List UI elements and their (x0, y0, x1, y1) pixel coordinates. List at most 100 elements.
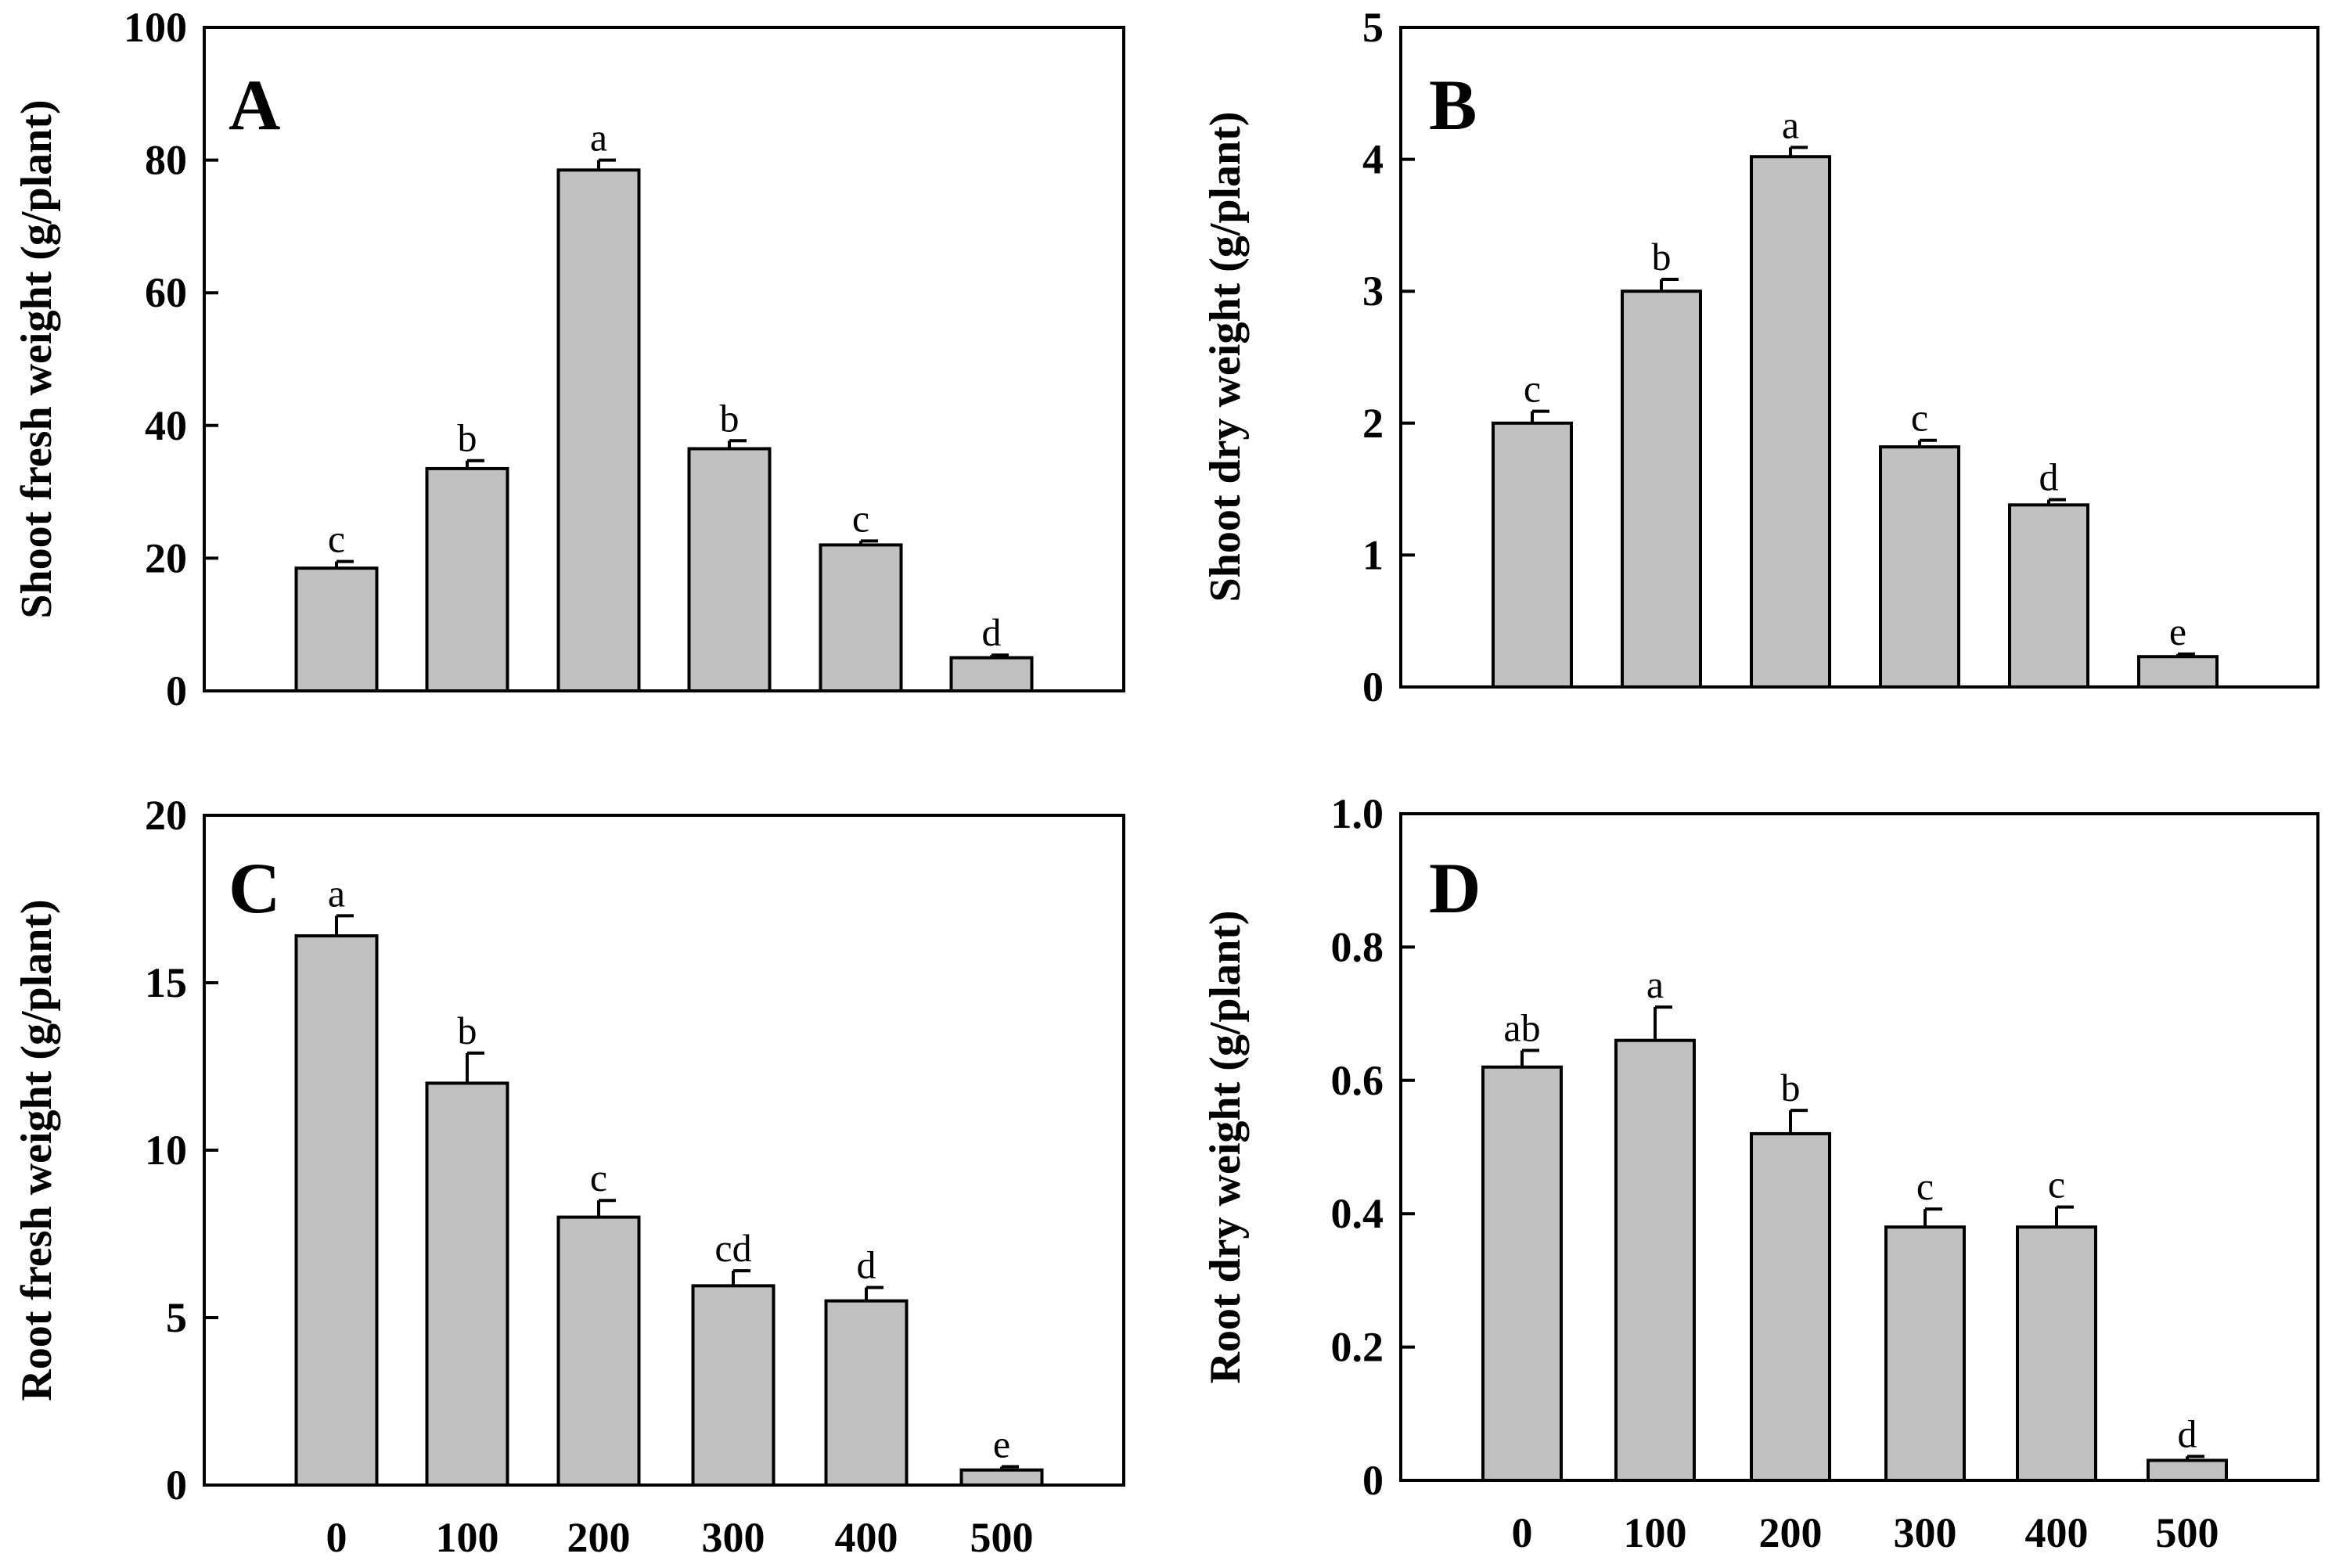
panel-b-plot-frame (1399, 26, 2319, 689)
panel-d-error-bars (1520, 1005, 2204, 1461)
panel-c-y-tick-label: 0 (166, 1462, 187, 1509)
panel-d-bar-0 (1481, 1065, 1563, 1482)
panel-b-significance-200: a (1782, 102, 1799, 146)
panel-d-y-tick-label: 0.8 (1331, 923, 1384, 970)
panel-d-x-tick-label: 0 (1512, 1509, 1533, 1556)
panel-c-significance-300: cd (714, 1226, 751, 1270)
panel-b-y-tick-label: 0 (1362, 664, 1384, 710)
panel-d-x-tick-label: 100 (1624, 1509, 1687, 1556)
panel-d-bar-400 (2016, 1225, 2097, 1482)
panel-c-bars (294, 934, 1044, 1487)
panel-c-bar-0 (294, 934, 379, 1487)
panel-b-letter: B (1429, 65, 1477, 145)
panel-b-y-axis-title: Shoot dry weight (g/plant) (1201, 112, 1250, 602)
panel-d-significance-0: ab (1503, 1005, 1540, 1049)
panel-c-plot-frame (203, 814, 1125, 1487)
panel-d-x-tick-label: 200 (1759, 1509, 1823, 1556)
panel-a-bar-500 (949, 656, 1034, 692)
panel-d-significance-100: a (1646, 962, 1664, 1006)
panel-d-x-tick-label: 500 (2156, 1509, 2219, 1556)
panel-c-bar-500 (959, 1468, 1044, 1487)
panel-a-y-axis-title: Shoot fresh weight (g/plant) (13, 99, 61, 618)
panel-a-significance-400: c (852, 496, 869, 540)
panel-b-bar-300 (1879, 445, 1960, 689)
panel-c-bar-100 (425, 1081, 509, 1487)
panel-d-letter: D (1429, 848, 1481, 928)
panel-c-y-tick-label: 20 (145, 792, 187, 839)
panel-c-y-axis-title: Root fresh weight (g/plant) (13, 899, 61, 1401)
panel-c-x-axis-ticks: 0 100 200 300 400 500 (326, 1514, 1034, 1561)
panel-d-x-tick-label: 400 (2025, 1509, 2089, 1556)
panel-c-x-tick-label: 200 (567, 1514, 631, 1561)
panel-b-significance-500: e (2169, 610, 2186, 653)
panel-c-y-tick-label: 5 (166, 1294, 187, 1341)
panel-b-error-bars (1531, 146, 2195, 657)
panel-a-y-tick-label: 20 (145, 534, 187, 581)
panel-d-y-tick-label: 0.4 (1331, 1190, 1384, 1237)
panel-b-bar-500 (2137, 655, 2219, 689)
panel-c-x-tick-label: 0 (326, 1514, 347, 1561)
panel-a: c b a b c d 0 20 40 60 80 100 A Shoot fresh weight… (13, 4, 1125, 714)
panel-d-x-axis-ticks: 0 100 200 300 400 500 (1512, 1509, 2219, 1556)
panel-d-y-axis-title: Root dry weight (g/plant) (1201, 910, 1250, 1383)
panel-c-y-tick-label: 10 (145, 1127, 187, 1174)
panel-c-bar-200 (556, 1215, 641, 1487)
panel-b: c b a c d e 0 1 2 3 4 5 B Shoot dry weight (g/plan… (1201, 4, 2319, 710)
panel-c-significance-100: b (458, 1009, 477, 1052)
panel-c-x-tick-label: 500 (970, 1514, 1034, 1561)
panel-b-y-tick-label: 5 (1362, 4, 1384, 51)
panel-b-significance-400: d (2039, 455, 2059, 499)
panel-c-letter: C (229, 848, 280, 928)
panel-c-significance-400: d (857, 1243, 876, 1286)
panel-b-y-axis-ticks: 0 1 2 3 4 5 (1362, 4, 1415, 710)
panel-c-x-tick-label: 400 (835, 1514, 898, 1561)
panel-a-significance-0: c (328, 517, 345, 561)
panel-d-x-tick-label: 300 (1894, 1509, 1957, 1556)
panel-b-significance-0: c (1524, 367, 1541, 411)
panel-a-significance-500: d (982, 610, 1002, 654)
panel-d-bar-100 (1614, 1038, 1696, 1483)
panel-a-y-tick-label: 100 (124, 4, 187, 51)
panel-a-y-axis-ticks: 0 20 40 60 80 100 (124, 4, 218, 714)
panel-c: a b c cd d e 0 5 10 15 20 0 100 200 300 400 500 C Root… (13, 792, 1125, 1561)
panel-a-bar-0 (294, 566, 379, 692)
panel-b-bar-0 (1492, 421, 1573, 689)
panel-a-bar-400 (819, 543, 903, 692)
panel-d-plot-frame (1399, 812, 2319, 1482)
panel-a-error-bars (335, 158, 1009, 658)
panel-d-significance-200: b (1781, 1066, 1801, 1109)
panel-a-y-tick-label: 80 (145, 137, 187, 184)
panel-d-y-tick-label: 0.6 (1331, 1057, 1384, 1104)
panel-d-significance-400: c (2048, 1163, 2065, 1207)
panel-b-y-tick-label: 1 (1362, 531, 1384, 578)
panel-b-bars (1492, 155, 2219, 689)
panel-b-y-tick-label: 3 (1362, 268, 1384, 315)
panel-d-significance-300: c (1916, 1164, 1934, 1208)
panel-c-significance-200: c (590, 1156, 607, 1199)
panel-d-y-axis-ticks: 0 0.2 0.4 0.6 0.8 1.0 (1331, 790, 1415, 1504)
panel-b-significance-100: b (1652, 235, 1672, 279)
panel-d-bar-500 (2147, 1458, 2228, 1482)
panel-a-bars (294, 168, 1034, 692)
panel-d-y-tick-label: 1.0 (1331, 790, 1384, 837)
panel-a-significance-100: b (458, 416, 477, 460)
panel-d-bar-300 (1884, 1225, 1966, 1482)
panel-a-y-tick-label: 40 (145, 402, 187, 449)
panel-a-y-tick-label: 0 (166, 667, 187, 714)
panel-c-significance-0: a (328, 871, 345, 915)
panel-d-y-tick-label: 0 (1362, 1457, 1384, 1504)
panel-c-significance-500: e (993, 1422, 1010, 1466)
panel-b-y-tick-label: 2 (1362, 400, 1384, 447)
panel-c-x-tick-label: 100 (436, 1514, 499, 1561)
panel-a-significance-300: b (720, 396, 740, 440)
panel-a-y-tick-label: 60 (145, 269, 187, 316)
panel-b-significance-letters: c b a c d e (1524, 102, 2186, 653)
panel-c-bar-400 (824, 1299, 909, 1487)
panel-d-significance-500: d (2178, 1412, 2197, 1455)
panel-c-x-tick-label: 300 (702, 1514, 765, 1561)
panel-d-y-tick-label: 0.2 (1331, 1324, 1384, 1371)
panel-d-bar-200 (1750, 1131, 1831, 1482)
panel-a-letter: A (229, 65, 280, 145)
